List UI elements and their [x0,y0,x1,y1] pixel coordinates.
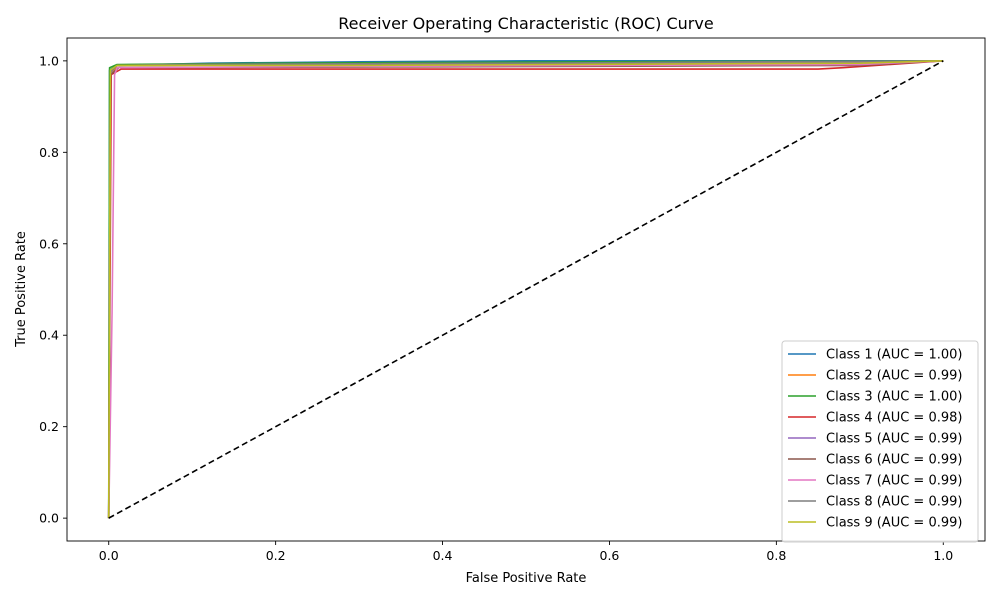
legend-label: Class 8 (AUC = 0.99) [826,495,962,510]
legend-label: Class 9 (AUC = 0.99) [826,516,962,531]
series-line-9 [107,60,944,519]
x-tick-label: 0.4 [433,548,453,563]
legend-label: Class 7 (AUC = 0.99) [826,474,962,489]
y-axis-title: True Positive Rate [14,231,29,348]
y-tick-label: 0.4 [39,328,59,343]
legend-label: Class 6 (AUC = 0.99) [826,453,962,468]
y-tick-label: 1.0 [39,53,59,68]
x-tick-label: 0.8 [766,548,786,563]
x-tick-label: 0.2 [266,548,286,563]
legend: Class 1 (AUC = 1.00) Class 2 (AUC = 0.99)… [781,340,979,543]
plot-area: 0.0 0.2 0.4 0.6 0.8 1.0 0.0 0.2 0.4 0.6 0.8 1.0 [39,37,986,563]
x-tick-label: 0.6 [600,548,620,563]
y-tick-label: 0.2 [39,419,59,434]
chart-title: Receiver Operating Characteristic (ROC) … [338,14,713,33]
diagonal-reference-line [108,60,944,519]
x-tick-label: 1.0 [933,548,953,563]
legend-label: Class 3 (AUC = 1.00) [826,390,962,405]
legend-label: Class 2 (AUC = 0.99) [826,369,962,384]
legend-label: Class 4 (AUC = 0.98) [826,411,962,426]
y-tick-label: 0.0 [39,511,59,526]
legend-box [781,340,979,543]
axes-frame [66,37,986,542]
x-tick-label: 0.0 [99,548,119,563]
y-tick-label: 0.8 [39,145,59,160]
y-tick-label: 0.6 [39,236,59,251]
series-line-7 [107,60,944,519]
x-axis-title: False Positive Rate [466,571,587,586]
legend-label: Class 5 (AUC = 0.99) [826,432,962,447]
legend-label: Class 1 (AUC = 1.00) [826,348,962,363]
